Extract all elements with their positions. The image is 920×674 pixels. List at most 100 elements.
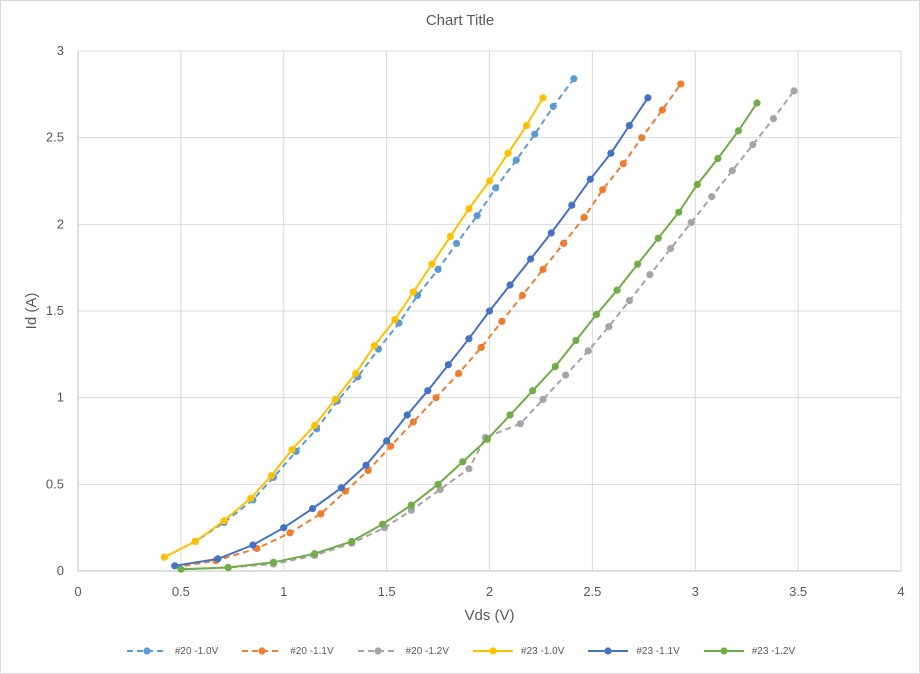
series-1-point xyxy=(455,369,463,377)
series-5-point xyxy=(348,537,356,546)
y-tick-label: 1.5 xyxy=(46,303,64,318)
series-3-point xyxy=(465,205,473,213)
series-5-point xyxy=(311,550,319,558)
series-0 xyxy=(160,75,578,561)
x-tick-label: 4 xyxy=(897,584,904,599)
legend-label: #23 -1.1V xyxy=(636,645,680,657)
series-3-point xyxy=(539,94,547,102)
series-2-point xyxy=(584,347,592,355)
series-4-point xyxy=(249,541,257,549)
series-5-point xyxy=(634,260,642,268)
series-5-point xyxy=(378,520,387,528)
series-5-point xyxy=(675,208,683,216)
series-4-point xyxy=(465,335,473,343)
series-1-point xyxy=(539,265,547,273)
legend-label: #23 -1.0V xyxy=(521,645,565,657)
series-2-point xyxy=(539,395,547,403)
series-3-point xyxy=(391,316,399,324)
series-5-point xyxy=(654,234,662,242)
series-1-point xyxy=(658,106,666,114)
legend-item: #23 -1.0V xyxy=(471,645,564,657)
series-3-point xyxy=(446,232,455,241)
series-2-point xyxy=(749,141,757,149)
series-4-point xyxy=(527,255,535,263)
series-0-point xyxy=(434,265,442,273)
series-5-point xyxy=(459,458,467,466)
series-4-point xyxy=(280,524,288,532)
x-tick-label: 1 xyxy=(280,584,287,599)
series-3-point xyxy=(288,446,296,454)
legend-label: #23 -1.2V xyxy=(751,645,796,657)
series-2-point xyxy=(790,87,798,95)
series-4 xyxy=(171,94,652,570)
series-3-point xyxy=(331,395,339,403)
series-1-point xyxy=(518,291,527,299)
series-0-point xyxy=(570,75,578,83)
legend-label: #20 -1.2V xyxy=(405,645,449,657)
series-1-point xyxy=(387,442,395,450)
series-0-point xyxy=(452,239,461,247)
series-5-point xyxy=(714,154,722,163)
series-0-point xyxy=(531,130,539,138)
series-4-point xyxy=(308,505,317,513)
series-5-point xyxy=(177,565,185,573)
series-5-point xyxy=(693,180,701,189)
legend: #20 -1.0V #20 -1.1V #20 -1.2V #23 -1.0V #23 … xyxy=(0,645,920,657)
series-4-point xyxy=(506,281,514,289)
series-3-point xyxy=(220,517,228,525)
series-5-point xyxy=(529,387,537,395)
series-5-point xyxy=(269,558,278,566)
series-5-point xyxy=(734,127,743,135)
series-5-point xyxy=(434,480,442,488)
series-5-point xyxy=(592,310,601,319)
legend-label: #20 -1.1V xyxy=(290,645,334,657)
series-1-point xyxy=(677,80,685,88)
series-5-point xyxy=(753,99,761,107)
series-4-point xyxy=(485,307,494,315)
series-3-point xyxy=(247,494,255,502)
series-4-point xyxy=(444,361,452,369)
series-2-point xyxy=(625,297,634,305)
series-4-point xyxy=(362,461,370,469)
series-1-point xyxy=(599,186,607,194)
series-3-line xyxy=(163,97,544,558)
series-4-point xyxy=(383,437,391,445)
series-3 xyxy=(160,94,547,561)
series-5-point xyxy=(613,286,621,294)
series-0-line xyxy=(163,78,575,558)
plot-area: 0 0.5 1 1.5 2 2.5 3 3.5 4 0 0.5 1 1.5 2 2.5 3 Vds (V) I… xyxy=(23,43,905,624)
series-3-point xyxy=(504,149,512,157)
series-4-point xyxy=(568,201,576,209)
x-tick-label: 2 xyxy=(486,584,493,599)
series-3-point xyxy=(522,121,531,130)
series-1-point xyxy=(559,239,568,247)
y-axis-label: Id (A) xyxy=(23,293,40,330)
series-1-point xyxy=(498,317,506,325)
series-5-point xyxy=(551,362,559,371)
series-2-point xyxy=(605,323,613,331)
y-tick-label: 0.5 xyxy=(46,476,64,491)
series-4-point xyxy=(607,149,615,157)
series-layer xyxy=(160,75,798,573)
series-3-point xyxy=(191,537,199,546)
legend-swatch xyxy=(357,647,398,655)
series-1-point xyxy=(432,394,440,402)
x-tick-label: 0 xyxy=(74,584,81,599)
series-2-line xyxy=(180,90,795,571)
series-4-point xyxy=(625,121,634,130)
x-tick-label: 1.5 xyxy=(378,584,396,599)
series-2-point xyxy=(562,371,570,379)
chart-title: Chart Title xyxy=(425,12,495,29)
series-5-point xyxy=(506,411,514,419)
series-3-point xyxy=(267,472,276,480)
x-axis-label: Vds (V) xyxy=(464,607,514,624)
series-4-point xyxy=(644,94,652,102)
series-5 xyxy=(177,99,761,573)
legend-swatch xyxy=(126,647,167,655)
series-2-point xyxy=(516,420,524,428)
series-1-point xyxy=(619,160,627,168)
series-0-point xyxy=(512,156,520,164)
series-1-point xyxy=(477,343,485,351)
series-0-point xyxy=(473,212,481,220)
